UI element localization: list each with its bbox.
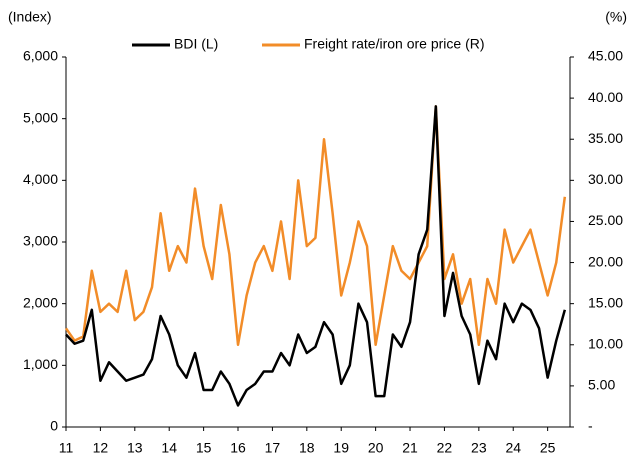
y2-tick-label: 10.00	[588, 335, 623, 351]
y2-tick-label: 45.00	[588, 48, 623, 64]
y2-tick-label: 40.00	[588, 89, 623, 105]
y2-tick-label: 30.00	[588, 171, 623, 187]
x-tick-label: 18	[299, 440, 315, 456]
x-tick-label: 19	[333, 440, 349, 456]
y-tick-label: 6,000	[23, 48, 58, 64]
y2-tick-label: 20.00	[588, 253, 623, 269]
x-tick-label: 21	[402, 440, 418, 456]
legend-label: Freight rate/iron ore price (R)	[304, 36, 485, 52]
y2-tick-label: 15.00	[588, 294, 623, 310]
y-tick-label: 3,000	[23, 233, 58, 249]
line-series	[64, 105, 567, 347]
x-tick-label: 24	[505, 440, 521, 456]
x-tick-label: 15	[196, 440, 212, 456]
legend-label: BDI (L)	[174, 36, 218, 52]
x-tick-label: 22	[437, 440, 453, 456]
x-tick-label: 16	[230, 440, 246, 456]
y-tick-label: 5,000	[23, 109, 58, 125]
y2-tick-label: 25.00	[588, 212, 623, 228]
y2-axis-label: (%)	[605, 9, 627, 25]
y-tick-label: 0	[50, 418, 58, 434]
x-tick-label: 23	[471, 440, 487, 456]
y2-tick-label: -	[588, 418, 593, 434]
x-tick-label: 12	[93, 440, 109, 456]
x-tick-label: 13	[127, 440, 143, 456]
line-series	[65, 105, 567, 407]
x-tick-label: 11	[59, 440, 74, 456]
y-tick-label: 1,000	[23, 356, 58, 372]
y-tick-label: 2,000	[23, 294, 58, 310]
x-tick-label: 14	[161, 440, 177, 456]
y-axis-label: (Index)	[8, 9, 52, 25]
x-tick-label: 25	[540, 440, 556, 456]
y-tick-label: 4,000	[23, 171, 58, 187]
x-tick-label: 20	[368, 440, 384, 456]
x-tick-label: 17	[265, 440, 281, 456]
y2-tick-label: 35.00	[588, 130, 623, 146]
y2-tick-label: 5.00	[588, 377, 615, 393]
